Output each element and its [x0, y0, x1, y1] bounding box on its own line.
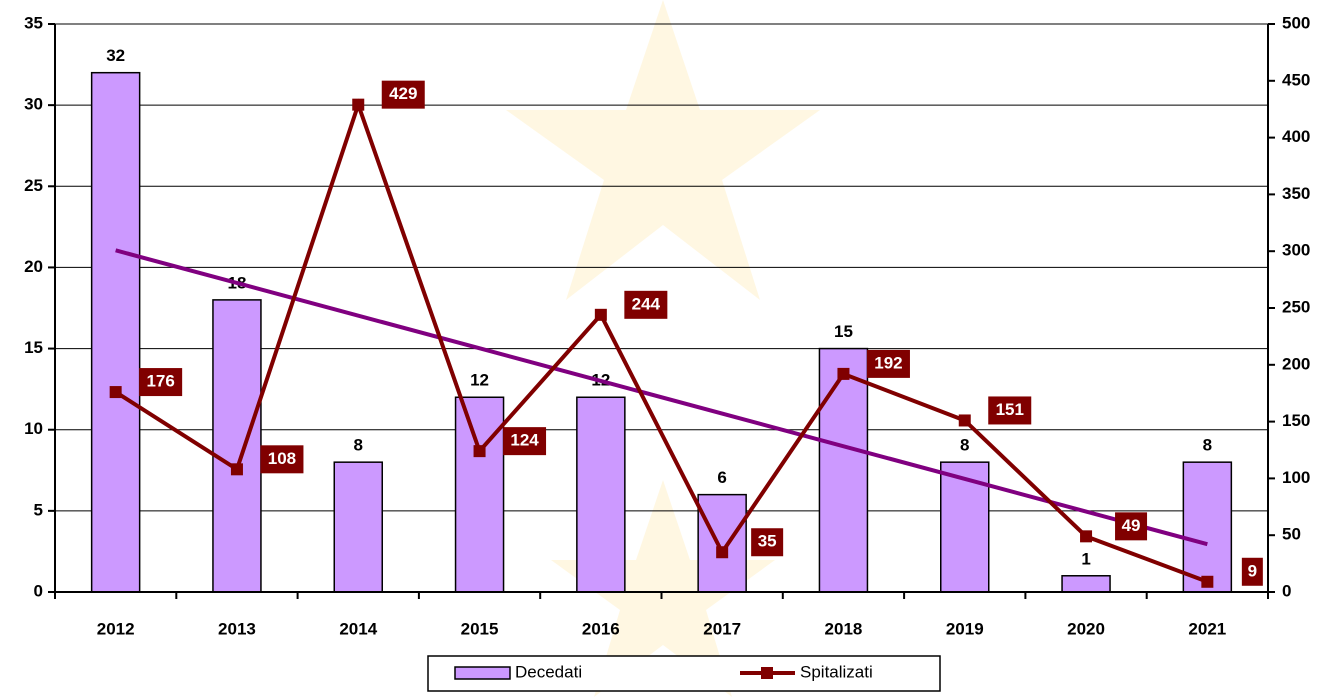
bar — [454, 396, 505, 593]
y2-tick-label: 450 — [1282, 70, 1310, 89]
y2-tick-label: 300 — [1282, 241, 1310, 260]
line-marker — [1201, 575, 1214, 588]
bar-value-label: 15 — [834, 322, 853, 341]
bar — [818, 347, 869, 593]
line-value-label: 429 — [389, 84, 417, 103]
bar-value-label: 12 — [470, 371, 489, 390]
x-tick-label: 2014 — [339, 619, 377, 638]
line-value-label: 244 — [632, 294, 661, 313]
bar-value-label: 32 — [106, 46, 125, 65]
line-marker — [594, 308, 607, 321]
bar — [1061, 575, 1111, 593]
y-tick-label: 15 — [24, 338, 43, 357]
y2-tick-label: 50 — [1282, 525, 1301, 544]
data-label-box — [381, 80, 425, 109]
data-label-box — [260, 445, 304, 474]
x-tick-label: 2021 — [1188, 619, 1226, 638]
y-tick-label: 5 — [34, 500, 43, 519]
line — [114, 98, 1209, 584]
y-tick-label: 25 — [24, 176, 43, 195]
bar — [90, 71, 141, 593]
x-tick-label: 2016 — [582, 619, 620, 638]
line-marker — [1080, 530, 1093, 543]
y2-tick-label: 400 — [1282, 127, 1310, 146]
bar — [212, 299, 262, 593]
data-label-box — [1241, 557, 1263, 586]
y-tick-label: 35 — [24, 13, 43, 32]
y2-tick-label: 200 — [1282, 354, 1310, 373]
y-tick-label: 0 — [34, 581, 43, 600]
y-tick-label: 10 — [24, 419, 43, 438]
line-marker — [716, 546, 729, 559]
line-marker — [958, 414, 971, 427]
legend-label: Spitalizati — [800, 662, 873, 681]
bar — [1182, 461, 1233, 593]
line-marker — [473, 445, 486, 458]
data-label-box — [988, 396, 1032, 425]
x-tick-label: 2015 — [461, 619, 499, 638]
line-value-label: 192 — [874, 353, 902, 372]
watermark-star — [551, 480, 775, 697]
legend-label: Decedati — [515, 662, 582, 681]
x-tick-label: 2019 — [946, 619, 984, 638]
bar-value-label: 6 — [717, 468, 726, 487]
line-value-label: 49 — [1122, 516, 1141, 535]
watermark-star — [506, 0, 820, 300]
y2-tick-label: 100 — [1282, 468, 1310, 487]
y2-tick-label: 350 — [1282, 184, 1310, 203]
line-value-label: 124 — [510, 431, 539, 450]
y2-tick-label: 150 — [1282, 411, 1310, 430]
data-label-box — [503, 427, 547, 456]
y2-tick-label: 500 — [1282, 13, 1310, 32]
line-value-label: 176 — [146, 372, 174, 391]
line-value-label: 9 — [1248, 561, 1257, 580]
y2-tick-label: 250 — [1282, 297, 1310, 316]
legend-box — [427, 655, 941, 692]
x-tick-label: 2012 — [97, 619, 135, 638]
y2-tick-label: 0 — [1282, 581, 1291, 600]
trendline — [115, 248, 1208, 547]
bar-value-label: 8 — [354, 436, 363, 455]
legend-swatch — [454, 666, 511, 680]
data-label-box — [139, 368, 183, 397]
line-marker — [230, 463, 243, 476]
bar-value-label: 8 — [1203, 436, 1212, 455]
x-tick-label: 2017 — [703, 619, 741, 638]
y-tick-label: 20 — [24, 257, 43, 276]
line-marker — [837, 367, 850, 380]
bar — [333, 461, 383, 593]
bar — [576, 396, 626, 593]
line-value-label: 35 — [758, 532, 777, 551]
legend-marker — [761, 667, 773, 679]
line-marker — [109, 386, 122, 399]
y-tick-label: 30 — [24, 95, 43, 114]
x-tick-label: 2018 — [825, 619, 863, 638]
x-tick-label: 2020 — [1067, 619, 1105, 638]
x-tick-label: 2013 — [218, 619, 256, 638]
data-label-box — [624, 290, 668, 319]
data-label-box — [1115, 512, 1148, 541]
line-marker — [352, 98, 365, 111]
data-label-box — [751, 528, 784, 557]
bar — [697, 493, 747, 593]
data-label-box — [866, 349, 910, 378]
bar-value-label: 1 — [1081, 549, 1090, 568]
line-value-label: 108 — [268, 449, 296, 468]
line-value-label: 151 — [996, 400, 1024, 419]
bar-value-label: 8 — [960, 436, 969, 455]
